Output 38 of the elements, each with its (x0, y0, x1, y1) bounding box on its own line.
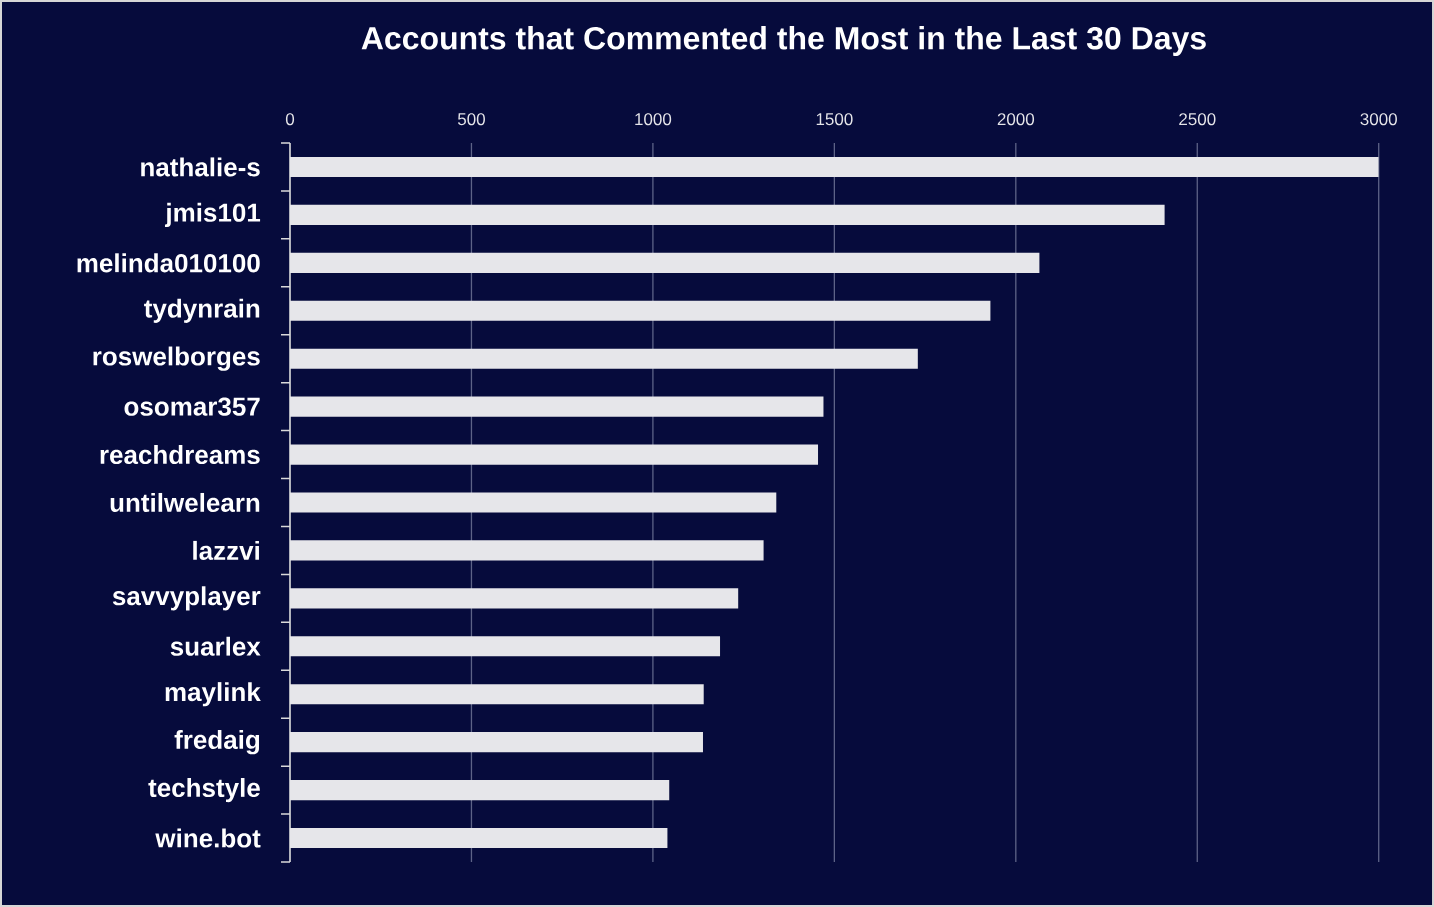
bar (290, 204, 1165, 225)
x-tick-label: 2500 (1179, 113, 1216, 126)
y-tick-label: reachdreams (100, 445, 260, 465)
bar (290, 780, 670, 801)
chart-title: Accounts that Commented the Most in the Last 30 Days (361, 26, 1206, 56)
bar (290, 348, 918, 369)
y-tick-label: jmis101 (164, 202, 261, 228)
y-tick-label: roswelborges (93, 346, 260, 371)
bar (290, 588, 739, 609)
x-tick-label: 2000 (997, 113, 1035, 126)
bar (290, 732, 703, 753)
bar (290, 827, 668, 849)
bar (290, 300, 991, 321)
x-tick-label: 0 (285, 113, 295, 126)
y-tick-label: wine.bot (155, 828, 261, 848)
bar (290, 396, 824, 417)
y-tick-label: lazzvi (193, 540, 259, 560)
bar (290, 156, 1379, 178)
y-tick-label: tydynrain (144, 298, 260, 323)
bar (290, 492, 777, 513)
x-tick-label: 500 (457, 113, 485, 126)
bar (290, 252, 1040, 273)
y-tick-label: suarlex (170, 636, 261, 656)
bar (290, 444, 819, 465)
y-tick-label: osomar357 (124, 397, 260, 416)
x-tick-label: 1500 (816, 113, 853, 126)
bar (290, 636, 721, 657)
y-tick-label: maylink (165, 682, 261, 707)
y-tick-label: fredaig (174, 730, 260, 755)
y-tick-label: nathalie-s (141, 157, 260, 177)
y-tick-label: melinda010100 (77, 253, 260, 273)
x-tick-label: 3000 (1360, 113, 1397, 126)
y-tick-label: techstyle (148, 777, 260, 803)
bar (290, 684, 704, 705)
x-tick-label: 1000 (635, 113, 672, 126)
y-tick-label: untilwelearn (110, 492, 260, 513)
bar (290, 540, 764, 561)
y-tick-label: savvyplayer (112, 586, 261, 611)
